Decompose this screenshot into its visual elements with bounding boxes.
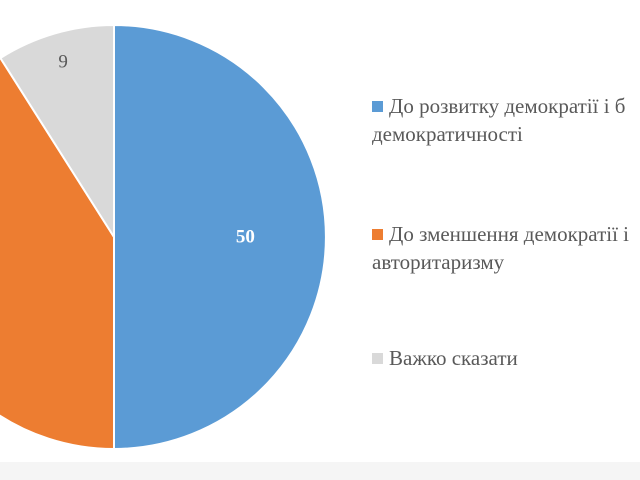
legend-label-democracy-line-1: До розвитку демократії і б xyxy=(389,94,626,118)
bottom-band xyxy=(0,462,640,480)
legend-label-hard-to-say: Важко сказати xyxy=(372,344,640,372)
legend-item-hard-to-say: Важко сказати xyxy=(372,344,640,372)
legend-swatch-hard-to-say xyxy=(372,353,383,364)
legend-item-authoritarianism: До зменшення демократії і авторитаризму xyxy=(372,220,640,276)
pie-data-labels: 50 9 xyxy=(58,51,255,247)
pie-slice-hard-to-say xyxy=(0,24,115,238)
legend-label-democracy-line-2: демократичності xyxy=(372,122,523,146)
legend-label-authoritarianism-line-1: До зменшення демократії і xyxy=(389,222,630,246)
legend-swatch-democracy xyxy=(372,101,383,112)
legend-item-democracy: До розвитку демократії і б демократичнос… xyxy=(372,92,640,148)
data-label-democracy: 50 xyxy=(236,227,255,248)
legend-swatch-authoritarianism xyxy=(372,229,383,240)
legend-label-authoritarianism: До зменшення демократії і авторитаризму xyxy=(372,220,640,276)
pie-slices xyxy=(0,24,327,450)
pie-slice-democracy xyxy=(113,24,327,450)
pie-slice-authoritarianism xyxy=(0,57,115,450)
legend-label-hard-to-say-line-1: Важко сказати xyxy=(389,346,518,370)
legend-label-democracy: До розвитку демократії і б демократичнос… xyxy=(372,92,640,148)
legend-label-authoritarianism-line-2: авторитаризму xyxy=(372,250,505,274)
data-label-hard-to-say: 9 xyxy=(58,51,68,72)
